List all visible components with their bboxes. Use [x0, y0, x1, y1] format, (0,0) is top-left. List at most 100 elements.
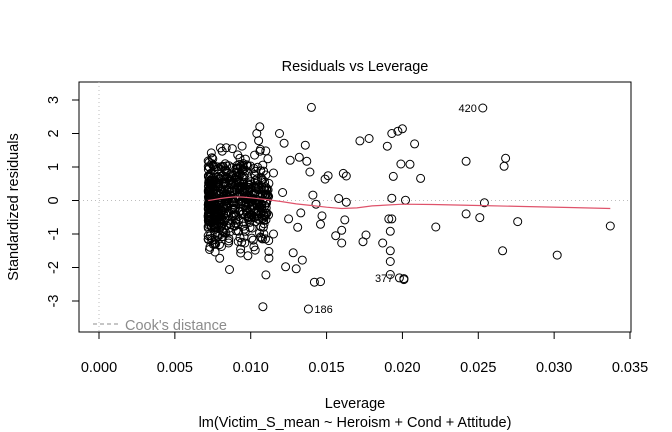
data-point [246, 209, 256, 219]
data-point [302, 156, 312, 166]
data-point [243, 214, 253, 224]
x-tick-label: 0.030 [536, 360, 572, 376]
data-point [284, 214, 294, 224]
data-point [285, 155, 295, 165]
data-point [288, 248, 298, 258]
data-point [235, 159, 244, 169]
y-tick-label: 3 [46, 96, 62, 104]
data-point [394, 273, 404, 283]
point-label-420: 420 [458, 103, 476, 115]
data-point [513, 217, 523, 227]
data-point [334, 194, 344, 203]
data-point [203, 203, 213, 213]
data-point [385, 246, 395, 256]
data-point [259, 184, 269, 194]
data-point [300, 140, 310, 150]
data-point [240, 238, 250, 248]
data-point [225, 218, 234, 228]
x-axis-subtitle: lm(Victim_S_mean ~ Heroism + Cond + Atti… [199, 415, 512, 431]
data-point [316, 277, 325, 287]
points-layer [203, 102, 615, 314]
data-point [385, 270, 395, 279]
data-point [338, 168, 348, 178]
point-label-377: 377 [375, 273, 393, 285]
data-point [227, 198, 237, 208]
plot-frame [78, 81, 632, 333]
data-point [475, 213, 485, 223]
data-point [387, 129, 397, 138]
data-point [278, 188, 288, 197]
data-point [239, 232, 249, 242]
data-point [205, 211, 215, 221]
data-point [249, 181, 259, 191]
data-point [212, 230, 222, 240]
data-point [254, 136, 264, 146]
data-point [217, 232, 227, 242]
data-point [248, 200, 258, 210]
data-point [237, 237, 247, 247]
y-tick-label: -2 [46, 261, 62, 274]
data-point [258, 234, 267, 244]
data-point [228, 200, 238, 210]
data-point [259, 210, 268, 219]
legend-cooks-distance-label: Cook's distance [125, 318, 227, 334]
data-point [227, 172, 237, 182]
data-point [216, 171, 226, 181]
data-point [259, 229, 269, 239]
data-point [269, 229, 278, 239]
data-point [224, 223, 234, 233]
data-point [303, 304, 313, 314]
data-point [237, 141, 247, 151]
data-point [229, 209, 239, 219]
data-point [311, 199, 321, 209]
data-point [259, 219, 269, 229]
data-point [397, 124, 407, 134]
data-point [279, 138, 289, 148]
data-point [387, 214, 397, 224]
data-point [281, 262, 291, 272]
x-axis: 0.000 0.005 0.010 0.015 0.020 0.025 0.030 0.035 [81, 332, 648, 376]
data-point [203, 171, 213, 181]
data-point [209, 211, 219, 221]
chart-title: Residuals vs Leverage [282, 59, 429, 75]
data-point [236, 244, 246, 254]
data-point [225, 265, 234, 274]
data-point [416, 173, 426, 183]
data-point [240, 154, 250, 164]
data-point [498, 246, 508, 256]
x-tick-label: 0.000 [81, 360, 117, 376]
smoother-line [208, 196, 611, 210]
x-tick-label: 0.035 [612, 360, 648, 376]
data-point [264, 253, 274, 263]
data-point [247, 223, 257, 233]
data-point [501, 153, 511, 163]
data-point [224, 177, 234, 187]
data-point [291, 264, 301, 274]
data-point [241, 166, 251, 176]
x-axis-label: Leverage [325, 396, 385, 412]
data-point [224, 234, 234, 243]
data-point [341, 197, 351, 207]
data-point [364, 134, 374, 143]
y-tick-label: 0 [46, 196, 62, 204]
data-point [204, 196, 214, 206]
data-point [385, 257, 395, 266]
data-point [385, 226, 395, 236]
x-tick-label: 0.015 [308, 360, 344, 376]
y-axis: -3 -2 -1 0 1 2 3 [46, 96, 79, 307]
data-point [331, 231, 341, 241]
data-point [405, 159, 415, 169]
data-point [358, 237, 368, 247]
x-tick-label: 0.010 [233, 360, 269, 376]
x-tick-label: 0.020 [384, 360, 420, 376]
data-point [236, 163, 245, 173]
data-point [261, 270, 271, 280]
data-point [244, 211, 253, 221]
data-point [248, 235, 258, 245]
data-point [262, 189, 271, 199]
data-point [236, 248, 246, 258]
data-point [206, 148, 216, 158]
data-point [233, 150, 243, 160]
data-point [461, 209, 471, 219]
data-point [552, 250, 562, 260]
